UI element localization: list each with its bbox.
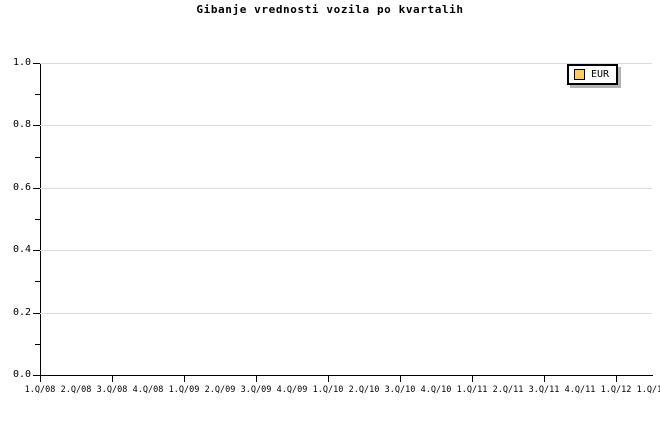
- gridline: [40, 125, 652, 127]
- x-axis-tick-label: 2.Q/11: [492, 385, 524, 395]
- gridline: [40, 312, 652, 314]
- y-axis-tick: [33, 375, 40, 376]
- x-axis-tick-label: 3.Q/09: [240, 385, 272, 395]
- x-axis-tick: [544, 376, 545, 382]
- y-axis-labels: 0.0 0.2 0.4 0.6 0.8 1.0: [0, 0, 31, 440]
- x-axis-tick: [184, 376, 185, 382]
- x-axis-tick: [256, 376, 257, 382]
- x-axis-tick-label: 1.Q/12: [636, 385, 660, 395]
- plot-area: [40, 63, 652, 375]
- y-axis-tick-label: 0.6: [12, 181, 31, 193]
- y-axis-minor-tick: [35, 281, 40, 283]
- x-axis-tick-label: 4.Q/11: [564, 385, 596, 395]
- y-axis-minor-tick: [35, 94, 40, 96]
- y-axis-tick-label: 0.8: [12, 119, 31, 131]
- x-axis-tick: [616, 376, 617, 382]
- y-axis-tick-label: 0.2: [12, 306, 31, 318]
- gridline: [40, 250, 652, 252]
- x-axis-tick-label: 2.Q/09: [204, 385, 236, 395]
- x-axis-tick: [328, 376, 329, 382]
- y-axis-tick-label: 1.0: [12, 57, 31, 68]
- x-axis-tick: [112, 376, 113, 382]
- x-axis-tick-label: 3.Q/10: [384, 385, 416, 395]
- legend-label-eur: EUR: [591, 69, 610, 80]
- x-axis-tick-label: 3.Q/08: [96, 385, 128, 395]
- legend-swatch-eur-icon: [574, 69, 585, 80]
- y-axis-minor-tick: [35, 156, 40, 158]
- y-axis-line: [40, 63, 41, 376]
- y-axis-tick-label: 0.4: [12, 244, 31, 256]
- x-axis-tick-label: 2.Q/10: [348, 385, 380, 395]
- y-axis-tick: [33, 312, 40, 314]
- x-axis-tick-label: 4.Q/10: [420, 385, 452, 395]
- x-axis-tick: [472, 376, 473, 382]
- x-axis-tick-label: 1.Q/11: [456, 385, 488, 395]
- gridline: [40, 187, 652, 189]
- x-axis-tick-label: 3.Q/11: [528, 385, 560, 395]
- chart-title: Gibanje vrednosti vozila po kvartalih: [196, 3, 464, 16]
- x-axis-tick-label: 1.Q/09: [168, 385, 200, 395]
- y-axis-tick: [33, 125, 40, 127]
- x-axis-line: [40, 375, 653, 376]
- y-axis-minor-tick: [35, 219, 40, 220]
- x-axis-tick-label: 2.Q/08: [60, 385, 92, 395]
- x-axis-tick-label: 1.Q/12: [600, 385, 632, 395]
- x-axis-tick-label: 4.Q/08: [132, 385, 164, 395]
- y-axis-tick: [33, 187, 40, 189]
- x-axis-tick-label: 4.Q/09: [276, 385, 308, 395]
- y-axis-minor-tick: [35, 343, 40, 345]
- y-axis-tick: [33, 63, 40, 64]
- x-axis-tick: [400, 376, 401, 382]
- gridline: [40, 63, 652, 64]
- x-axis-tick-label: 1.Q/08: [24, 385, 56, 395]
- legend[interactable]: EUR: [567, 64, 619, 85]
- y-axis-tick: [33, 250, 40, 252]
- x-axis-tick-label: 1.Q/10: [312, 385, 344, 395]
- y-axis-tick-label: 0.0: [12, 369, 31, 380]
- x-axis-tick: [40, 376, 41, 382]
